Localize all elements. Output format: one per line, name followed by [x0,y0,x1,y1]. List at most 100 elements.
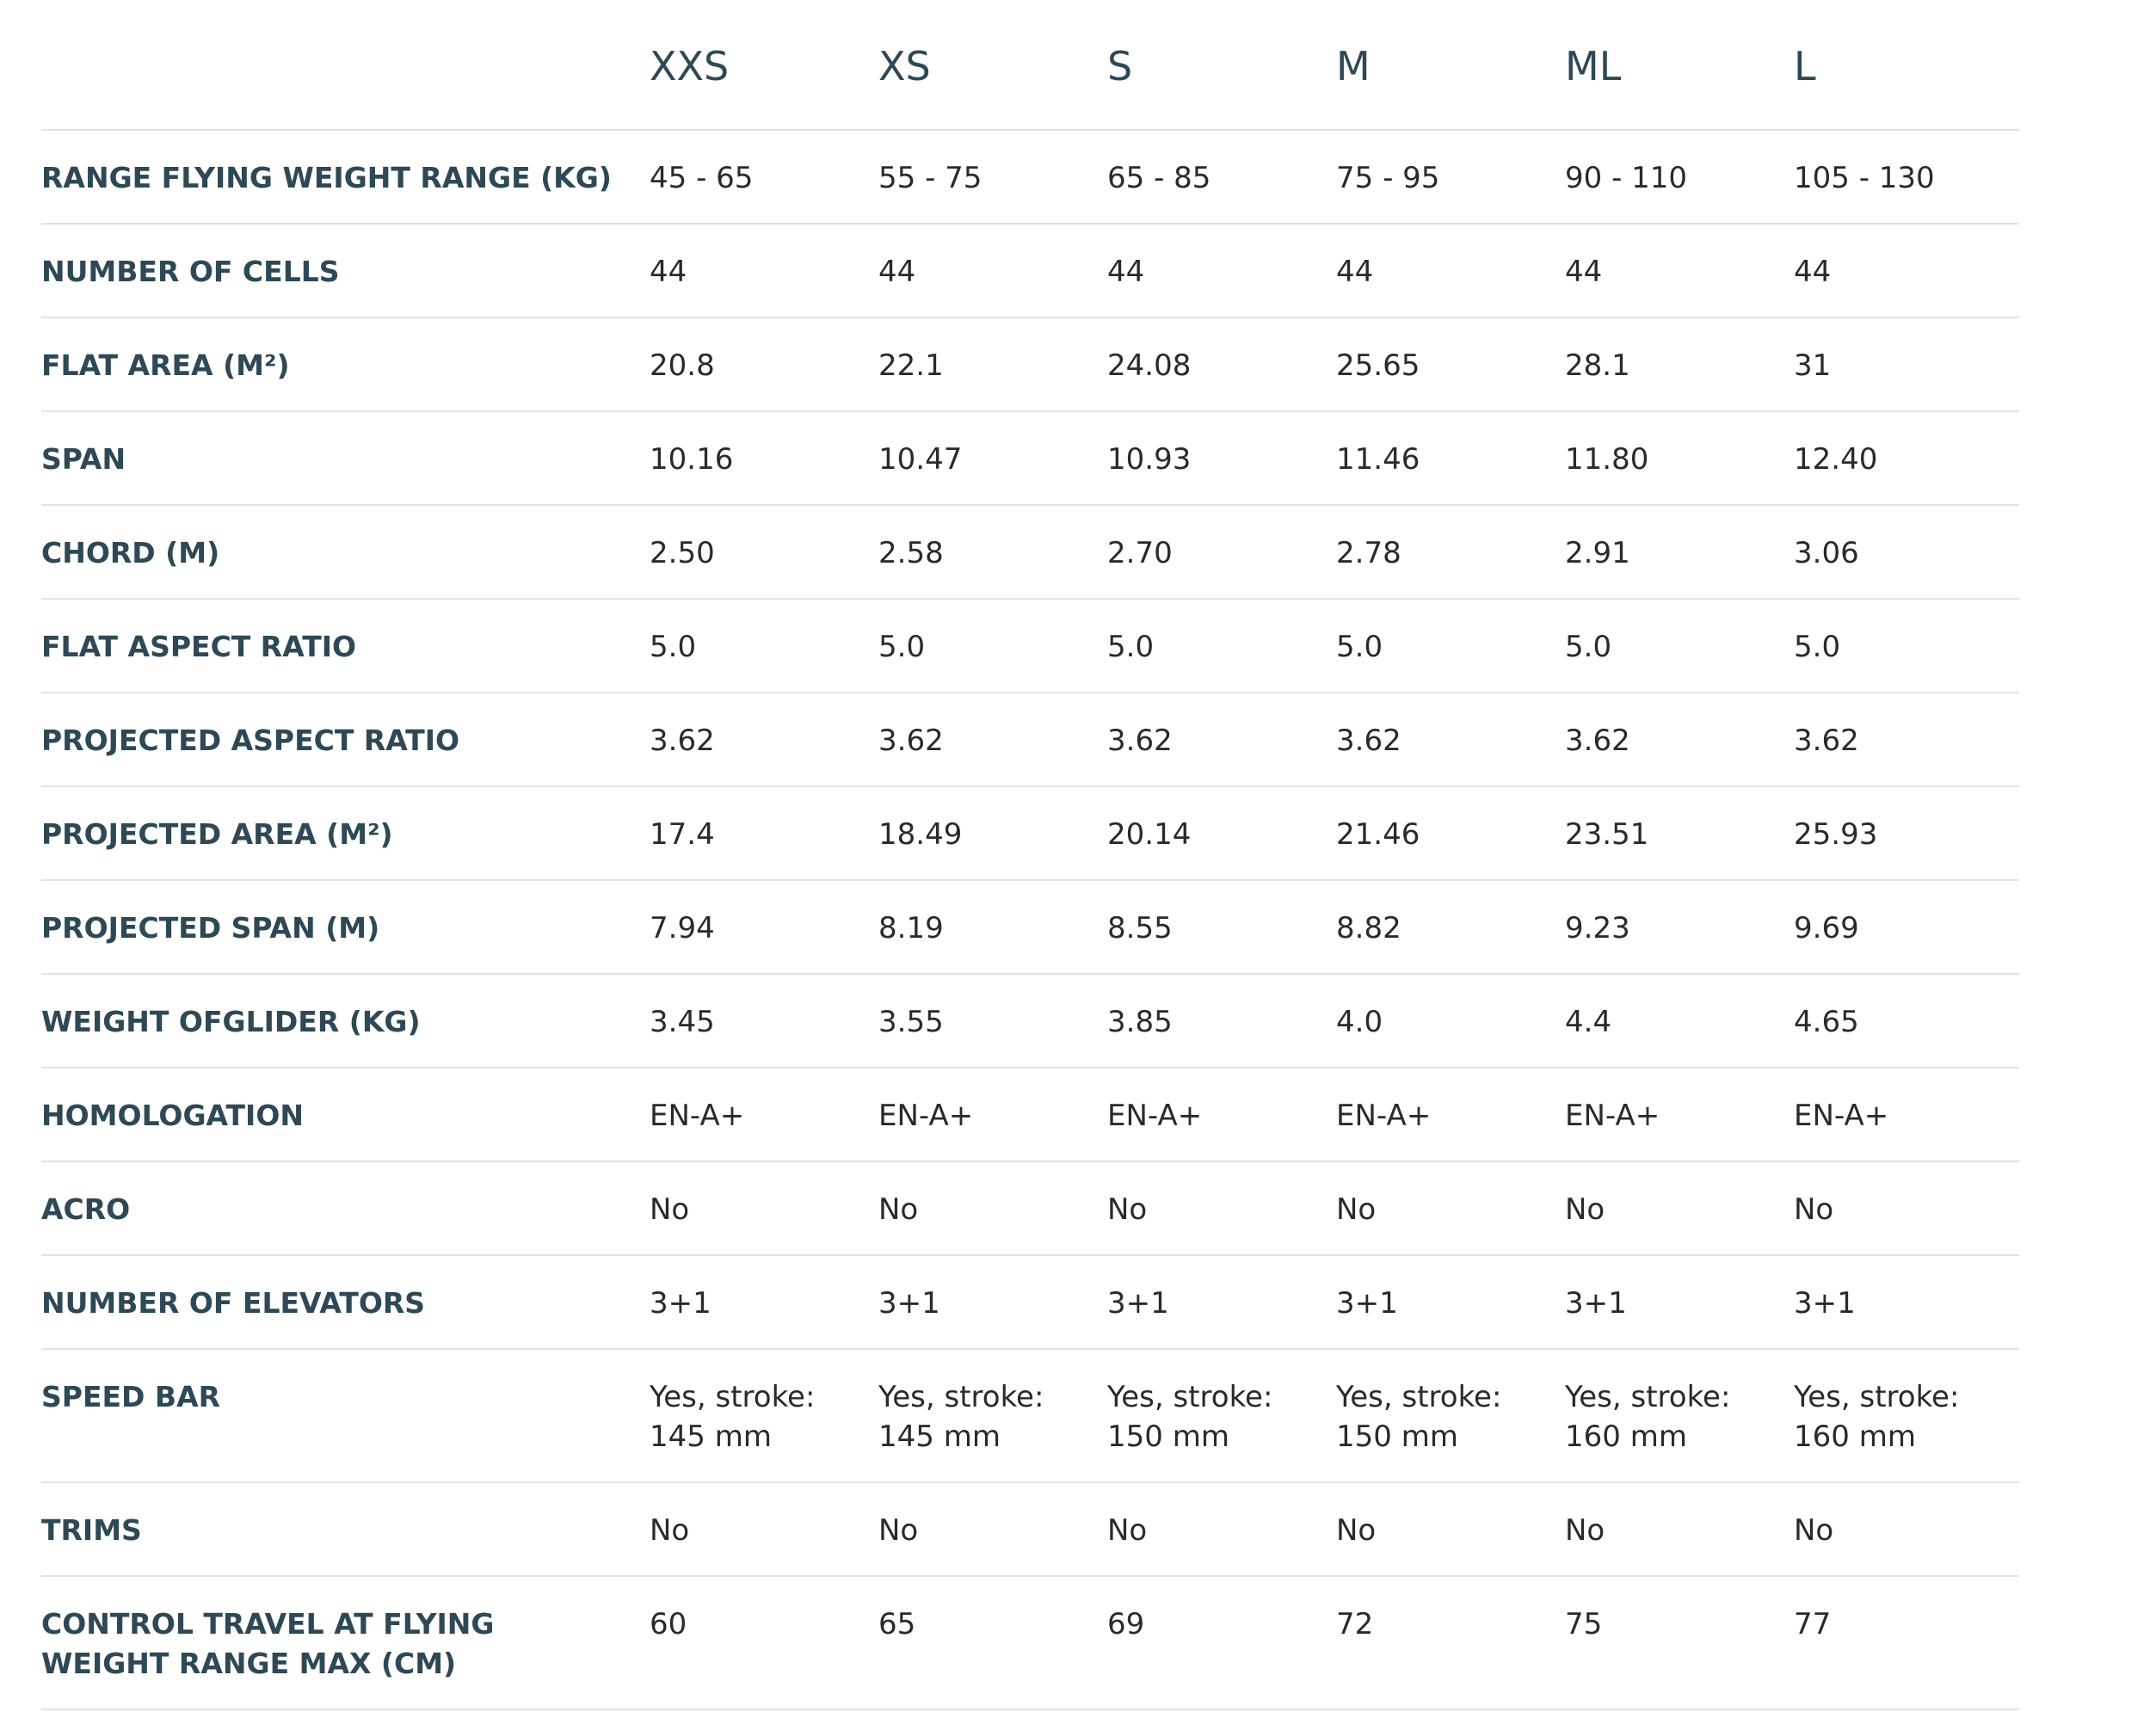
cell-value: 28.1 [1565,317,1794,412]
table-body: RANGE FLYING WEIGHT RANGE (KG) 45 - 65 55 … [41,130,2019,1710]
cell-value: 2.78 [1336,505,1565,600]
spec-row: SPEED BAR Yes, stroke: 145 mm Yes, stroke:… [41,1349,2019,1483]
cell-value: 90 - 110 [1565,130,1794,225]
cell-value: 8.55 [1107,880,1336,975]
cell-value: 3.45 [650,974,878,1068]
row-label: CHORD (M) [41,505,650,600]
row-label: PROJECTED SPAN (M) [41,880,650,975]
spec-row: ACRO No No No No No No [41,1161,2019,1256]
cell-value: No [1336,1161,1565,1256]
cell-value: 5.0 [1794,599,2019,693]
cell-value: 77 [1794,1576,2019,1710]
spec-row: WEIGHT OFGLIDER (KG) 3.45 3.55 3.85 4.0 4.4 4.… [41,974,2019,1068]
cell-value: EN-A+ [1794,1068,2019,1162]
cell-value: 3.62 [1336,693,1565,787]
cell-value: 3+1 [1107,1255,1336,1350]
row-label: HOMOLOGATION [41,1068,650,1162]
cell-value: 4.4 [1565,974,1794,1068]
cell-value: 45 - 65 [650,130,878,225]
cell-value: EN-A+ [1107,1068,1336,1162]
cell-value: No [1794,1161,2019,1256]
cell-value: 2.91 [1565,505,1794,600]
cell-value: 11.46 [1336,411,1565,506]
column-header: M [1336,0,1565,131]
cell-value: 20.14 [1107,786,1336,881]
spec-row: TRIMS No No No No No No [41,1482,2019,1577]
cell-value: 25.93 [1794,786,2019,881]
spec-row: CONTROL TRAVEL AT FLYING WEIGHT RANGE MA… [41,1576,2019,1710]
cell-value: Yes, stroke: 150 mm [1107,1349,1336,1483]
cell-value: 69 [1107,1576,1336,1710]
row-label: NUMBER OF CELLS [41,224,650,318]
cell-value: 11.80 [1565,411,1794,506]
cell-value: 7.94 [650,880,878,975]
column-header: XS [878,0,1107,131]
cell-value: 2.70 [1107,505,1336,600]
cell-value: 9.23 [1565,880,1794,975]
cell-value: No [1107,1482,1336,1577]
cell-value: Yes, stroke: 160 mm [1794,1349,2019,1483]
cell-value: 5.0 [650,599,878,693]
row-label: PROJECTED ASPECT RATIO [41,693,650,787]
cell-value: 44 [1336,224,1565,318]
cell-value: EN-A+ [650,1068,878,1162]
spec-row: HOMOLOGATION EN-A+ EN-A+ EN-A+ EN-A+ EN-A+ EN-… [41,1068,2019,1162]
spec-row: FLAT AREA (M²) 20.8 22.1 24.08 25.65 28.1 31 [41,317,2019,412]
cell-value: 3.62 [878,693,1107,787]
spec-row: RANGE FLYING WEIGHT RANGE (KG) 45 - 65 55 … [41,130,2019,225]
cell-value: 24.08 [1107,317,1336,412]
cell-value: 44 [650,224,878,318]
cell-value: 75 - 95 [1336,130,1565,225]
cell-value: 5.0 [1565,599,1794,693]
cell-value: No [1565,1482,1794,1577]
cell-value: 55 - 75 [878,130,1107,225]
corner [41,0,650,131]
cell-value: Yes, stroke: 150 mm [1336,1349,1565,1483]
cell-value: 17.4 [650,786,878,881]
cell-value: 44 [1107,224,1336,318]
row-label: NUMBER OF ELEVATORS [41,1255,650,1350]
cell-value: 20.8 [650,317,878,412]
cell-value: 3.62 [650,693,878,787]
cell-value: 10.47 [878,411,1107,506]
cell-value: No [1794,1482,2019,1577]
cell-value: 72 [1336,1576,1565,1710]
cell-value: 25.65 [1336,317,1565,412]
cell-value: 3+1 [1336,1255,1565,1350]
cell-value: 4.0 [1336,974,1565,1068]
column-header: S [1107,0,1336,131]
row-label: SPAN [41,411,650,506]
row-label: TRIMS [41,1482,650,1577]
spec-row: CHORD (M) 2.50 2.58 2.70 2.78 2.91 3.06 [41,505,2019,600]
cell-value: 3.55 [878,974,1107,1068]
cell-value: No [650,1161,878,1256]
row-label: WEIGHT OFGLIDER (KG) [41,974,650,1068]
cell-value: 8.19 [878,880,1107,975]
cell-value: No [878,1482,1107,1577]
cell-value: 23.51 [1565,786,1794,881]
cell-value: 65 [878,1576,1107,1710]
cell-value: 3.06 [1794,505,2019,600]
spec-row: NUMBER OF CELLS 44 44 44 44 44 44 [41,224,2019,318]
row-label: ACRO [41,1161,650,1256]
column-header: L [1794,0,2019,131]
cell-value: Yes, stroke: 145 mm [878,1349,1107,1483]
spec-table: XXS XS S M ML L RANGE FLYING WEIGHT RANGE (KG… [41,0,2019,1710]
cell-value: No [650,1482,878,1577]
cell-value: EN-A+ [878,1068,1107,1162]
column-header: ML [1565,0,1794,131]
cell-value: 3+1 [650,1255,878,1350]
cell-value: 44 [878,224,1107,318]
column-header: XXS [650,0,878,131]
cell-value: 10.93 [1107,411,1336,506]
spec-row: PROJECTED SPAN (M) 7.94 8.19 8.55 8.82 9.23 9.… [41,880,2019,975]
cell-value: 9.69 [1794,880,2019,975]
cell-value: Yes, stroke: 160 mm [1565,1349,1794,1483]
cell-value: 3.85 [1107,974,1336,1068]
spec-row: NUMBER OF ELEVATORS 3+1 3+1 3+1 3+1 3+1 3+1 [41,1255,2019,1350]
row-label: RANGE FLYING WEIGHT RANGE (KG) [41,130,650,225]
spec-row: PROJECTED ASPECT RATIO 3.62 3.62 3.62 3.62 3.… [41,693,2019,787]
cell-value: No [878,1161,1107,1256]
table-header: XXS XS S M ML L [41,0,2019,131]
